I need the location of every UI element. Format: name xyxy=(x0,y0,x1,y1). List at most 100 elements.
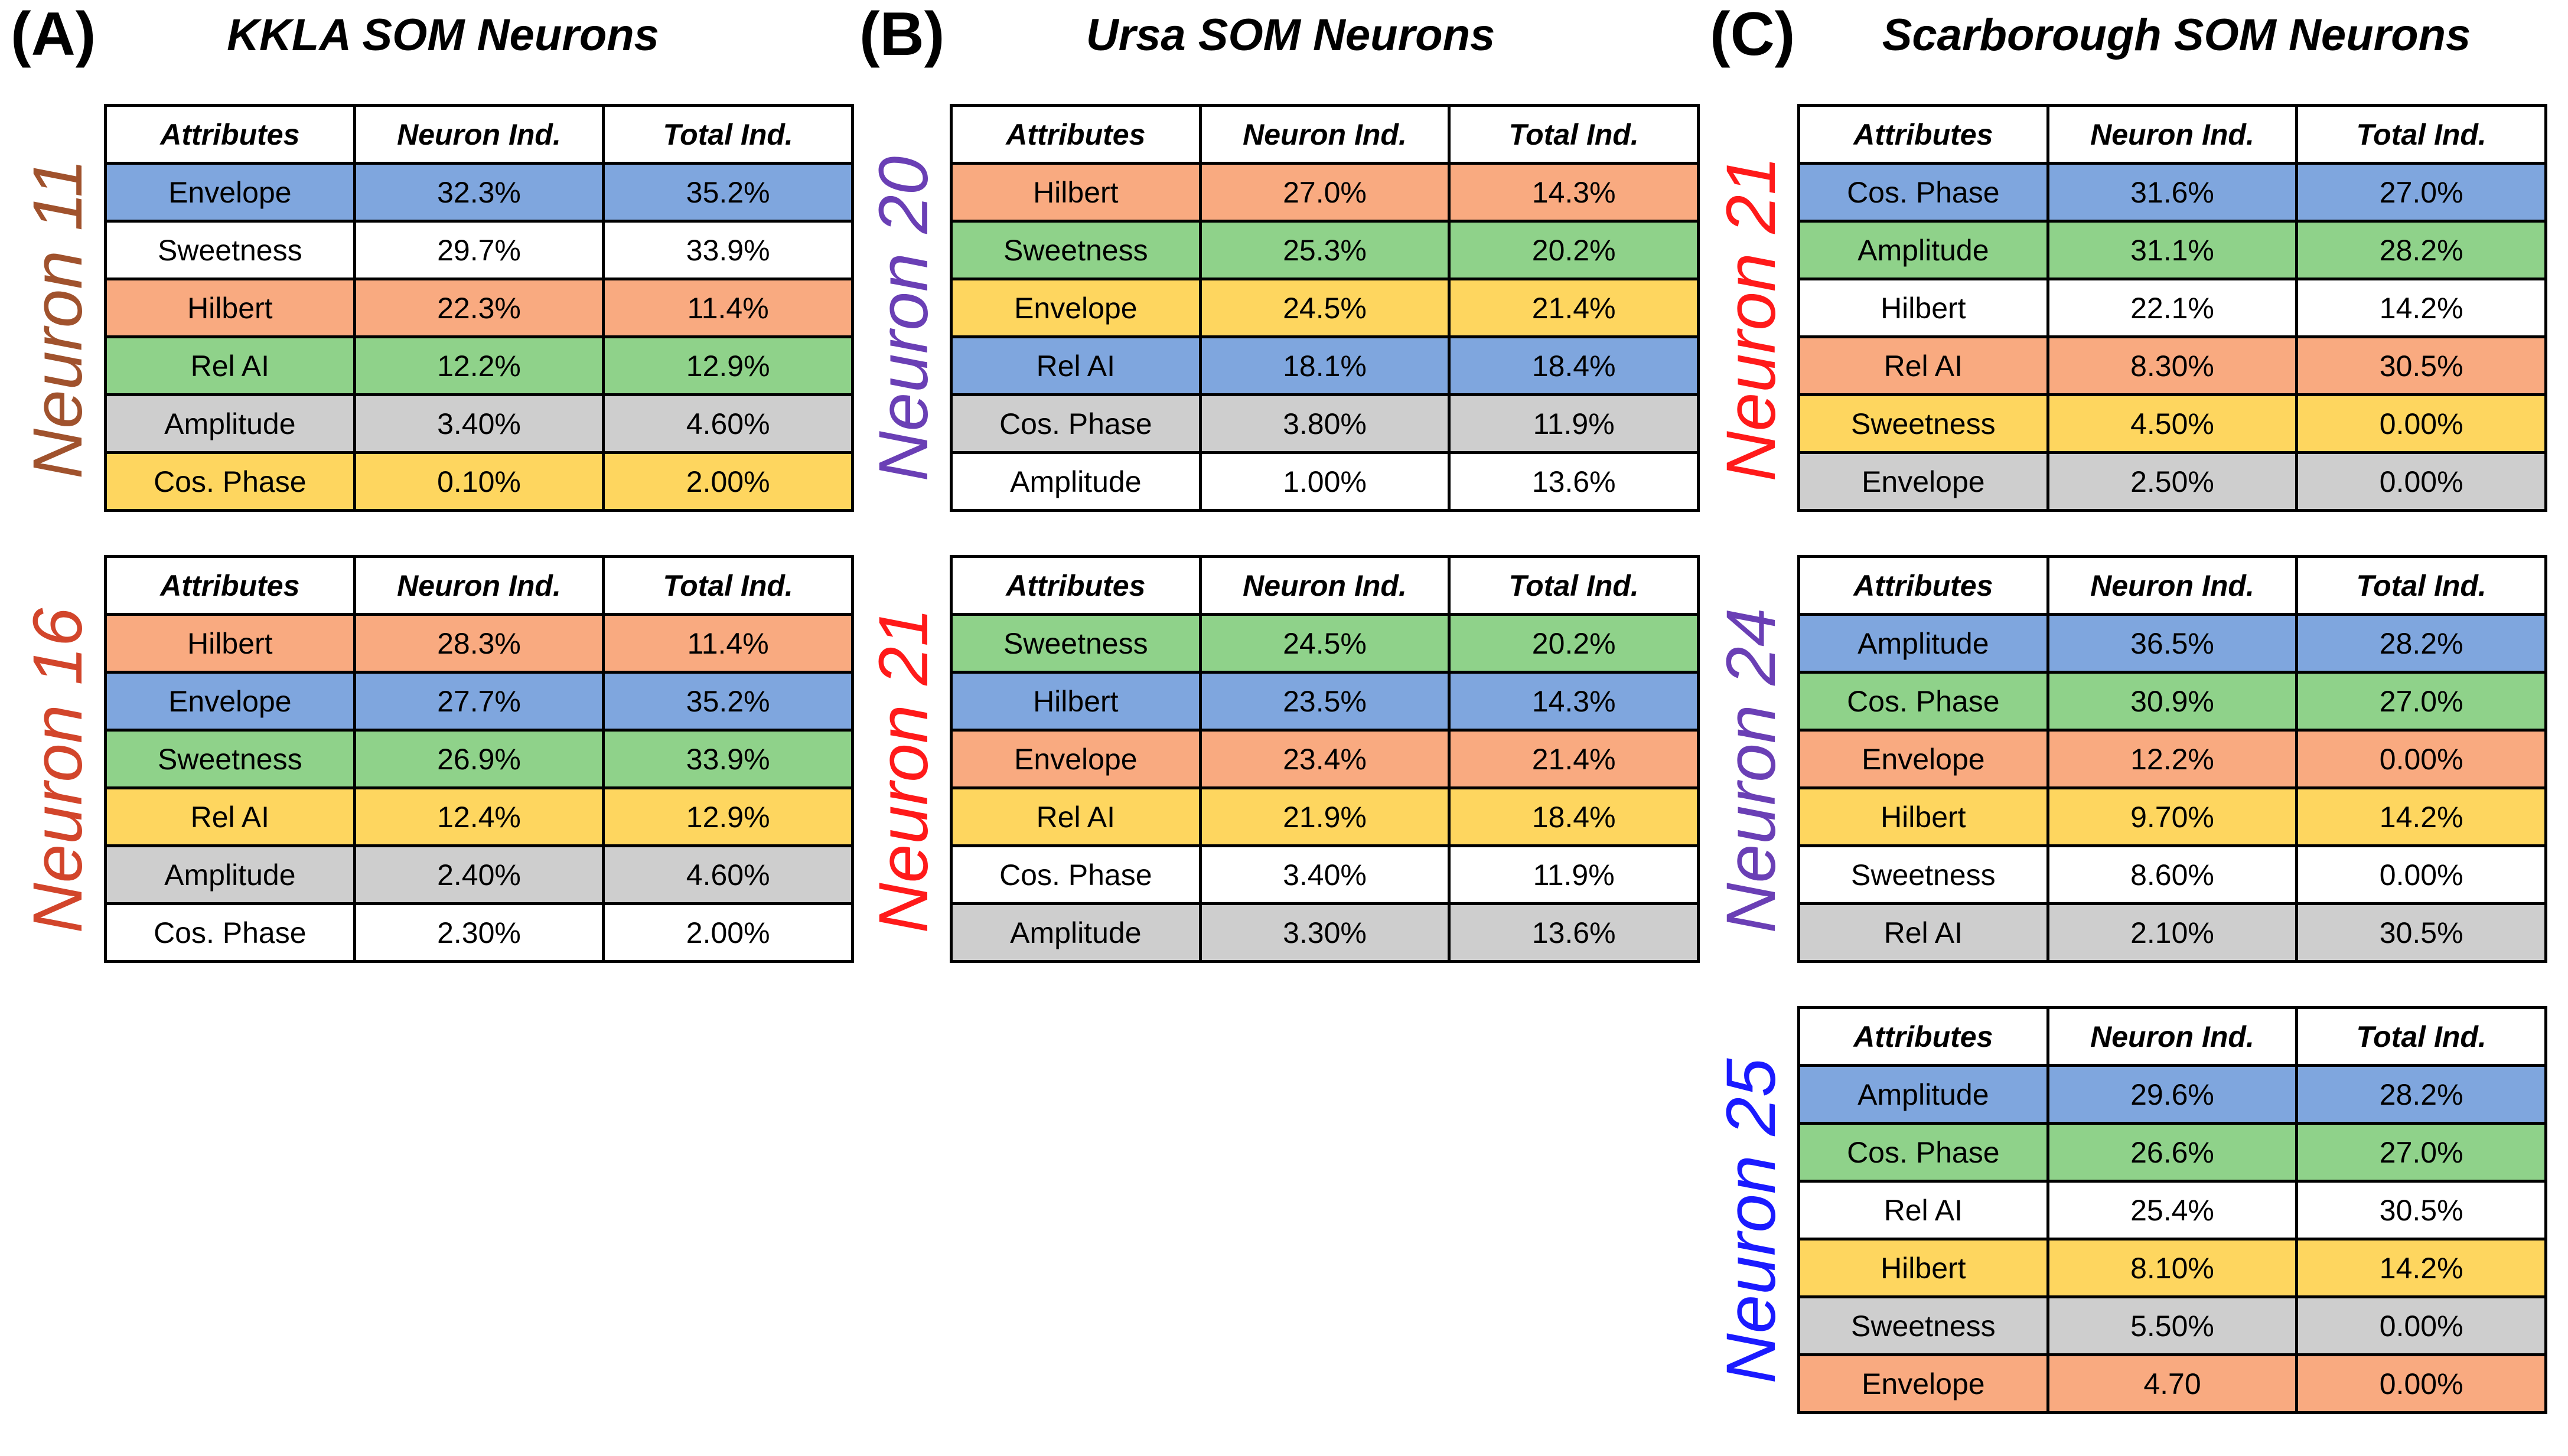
neuron-ind-cell: 1.00% xyxy=(1198,451,1451,512)
header-attributes: Attributes xyxy=(1797,1006,2049,1067)
total-ind-cell: 14.2% xyxy=(2295,786,2547,847)
total-ind-cell: 14.3% xyxy=(1448,162,1700,223)
table-row: Rel AI 21.9% 18.4% xyxy=(950,786,1700,847)
table-row: Cos. Phase 0.10% 2.00% xyxy=(104,451,854,512)
table-row: Hilbert 22.3% 11.4% xyxy=(104,278,854,338)
total-ind-cell: 30.5% xyxy=(2295,335,2547,396)
attribute-table: Attributes Neuron Ind. Total Ind. Envelope 3… xyxy=(104,104,854,512)
attribute-cell: Amplitude xyxy=(950,451,1202,512)
neuron-ind-cell: 26.9% xyxy=(353,729,605,789)
table-header-row: Attributes Neuron Ind. Total Ind. xyxy=(950,104,1700,165)
attribute-cell: Hilbert xyxy=(950,671,1202,732)
attribute-cell: Cos. Phase xyxy=(950,393,1202,454)
header-attributes: Attributes xyxy=(1797,104,2049,165)
total-ind-cell: 12.9% xyxy=(602,335,854,396)
total-ind-cell: 33.9% xyxy=(602,729,854,789)
neuron-ind-cell: 18.1% xyxy=(1198,335,1451,396)
total-ind-cell: 35.2% xyxy=(602,671,854,732)
header-neuron-ind: Neuron Ind. xyxy=(353,555,605,616)
total-ind-cell: 30.5% xyxy=(2295,1180,2547,1240)
total-ind-cell: 21.4% xyxy=(1448,729,1700,789)
total-ind-cell: 11.9% xyxy=(1448,393,1700,454)
attribute-cell: Sweetness xyxy=(104,220,356,280)
header-attributes: Attributes xyxy=(950,104,1202,165)
total-ind-cell: 28.2% xyxy=(2295,1064,2547,1125)
neuron-ind-cell: 22.3% xyxy=(353,278,605,338)
attribute-cell: Sweetness xyxy=(1797,1295,2049,1356)
neuron-ind-cell: 3.40% xyxy=(1198,844,1451,905)
table-row: Amplitude 2.40% 4.60% xyxy=(104,844,854,905)
total-ind-cell: 0.00% xyxy=(2295,1353,2547,1414)
header-attributes: Attributes xyxy=(950,555,1202,616)
attribute-cell: Cos. Phase xyxy=(104,451,356,512)
neuron-ind-cell: 8.10% xyxy=(2046,1238,2299,1298)
total-ind-cell: 14.3% xyxy=(1448,671,1700,732)
total-ind-cell: 4.60% xyxy=(602,844,854,905)
attribute-table: Attributes Neuron Ind. Total Ind. Hilbert 28… xyxy=(104,555,854,963)
table-row: Envelope 32.3% 35.2% xyxy=(104,162,854,223)
table-row: Cos. Phase 26.6% 27.0% xyxy=(1797,1122,2547,1183)
total-ind-cell: 27.0% xyxy=(2295,1122,2547,1183)
attribute-table: Attributes Neuron Ind. Total Ind. Amplitude… xyxy=(1797,555,2547,963)
neuron-ind-cell: 29.7% xyxy=(353,220,605,280)
total-ind-cell: 35.2% xyxy=(602,162,854,223)
table-row: Envelope 24.5% 21.4% xyxy=(950,278,1700,338)
panel-c-letter: (C) xyxy=(1710,0,1795,68)
table-header-row: Attributes Neuron Ind. Total Ind. xyxy=(950,555,1700,616)
total-ind-cell: 2.00% xyxy=(602,451,854,512)
attribute-cell: Hilbert xyxy=(1797,786,2049,847)
panel-a-letter: (A) xyxy=(11,0,96,68)
attribute-cell: Cos. Phase xyxy=(1797,671,2049,732)
neuron-ind-cell: 3.30% xyxy=(1198,902,1451,963)
attribute-cell: Rel AI xyxy=(104,786,356,847)
header-attributes: Attributes xyxy=(104,104,356,165)
neuron-ind-cell: 9.70% xyxy=(2046,786,2299,847)
header-total-ind: Total Ind. xyxy=(2295,555,2547,616)
table-header-row: Attributes Neuron Ind. Total Ind. xyxy=(1797,104,2547,165)
total-ind-cell: 28.2% xyxy=(2295,220,2547,280)
total-ind-cell: 0.00% xyxy=(2295,729,2547,789)
header-total-ind: Total Ind. xyxy=(602,104,854,165)
total-ind-cell: 30.5% xyxy=(2295,902,2547,963)
attribute-cell: Hilbert xyxy=(1797,278,2049,338)
attribute-cell: Rel AI xyxy=(1797,335,2049,396)
header-neuron-ind: Neuron Ind. xyxy=(353,104,605,165)
total-ind-cell: 11.4% xyxy=(602,278,854,338)
panel-c-title: Scarborough SOM Neurons xyxy=(1882,10,2471,60)
table-header-row: Attributes Neuron Ind. Total Ind. xyxy=(104,555,854,616)
panel-b-title: Ursa SOM Neurons xyxy=(1086,10,1495,60)
total-ind-cell: 2.00% xyxy=(602,902,854,963)
table-row: Amplitude 31.1% 28.2% xyxy=(1797,220,2547,280)
table-row: Hilbert 22.1% 14.2% xyxy=(1797,278,2547,338)
neuron-ind-cell: 3.80% xyxy=(1198,393,1451,454)
table-header-row: Attributes Neuron Ind. Total Ind. xyxy=(1797,555,2547,616)
total-ind-cell: 20.2% xyxy=(1448,220,1700,280)
attribute-cell: Sweetness xyxy=(950,613,1202,674)
attribute-cell: Amplitude xyxy=(1797,220,2049,280)
header-neuron-ind: Neuron Ind. xyxy=(1198,104,1451,165)
table-row: Rel AI 18.1% 18.4% xyxy=(950,335,1700,396)
table-row: Rel AI 25.4% 30.5% xyxy=(1797,1180,2547,1240)
attribute-cell: Rel AI xyxy=(104,335,356,396)
total-ind-cell: 0.00% xyxy=(2295,844,2547,905)
attribute-cell: Envelope xyxy=(1797,729,2049,789)
header-neuron-ind: Neuron Ind. xyxy=(1198,555,1451,616)
neuron-ind-cell: 23.5% xyxy=(1198,671,1451,732)
table-row: Rel AI 8.30% 30.5% xyxy=(1797,335,2547,396)
table-row: Hilbert 9.70% 14.2% xyxy=(1797,786,2547,847)
table-row: Amplitude 29.6% 28.2% xyxy=(1797,1064,2547,1125)
table-header-row: Attributes Neuron Ind. Total Ind. xyxy=(104,104,854,165)
table-row: Cos. Phase 3.80% 11.9% xyxy=(950,393,1700,454)
attribute-cell: Rel AI xyxy=(950,786,1202,847)
total-ind-cell: 14.2% xyxy=(2295,1238,2547,1298)
total-ind-cell: 12.9% xyxy=(602,786,854,847)
neuron-ind-cell: 8.30% xyxy=(2046,335,2299,396)
neuron-ind-cell: 25.4% xyxy=(2046,1180,2299,1240)
neuron-ind-cell: 24.5% xyxy=(1198,278,1451,338)
table-row: Cos. Phase 30.9% 27.0% xyxy=(1797,671,2547,732)
total-ind-cell: 11.9% xyxy=(1448,844,1700,905)
neuron-ind-cell: 2.50% xyxy=(2046,451,2299,512)
panel-a-title: KKLA SOM Neurons xyxy=(227,10,659,60)
table-row: Sweetness 26.9% 33.9% xyxy=(104,729,854,789)
attribute-cell: Amplitude xyxy=(950,902,1202,963)
